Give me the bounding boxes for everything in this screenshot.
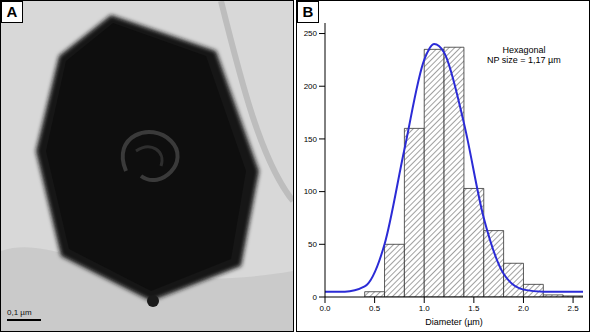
svg-text:1.0: 1.0 <box>419 304 431 313</box>
svg-text:Diameter (µm): Diameter (µm) <box>425 317 483 327</box>
html-text:B: B <box>302 3 314 20</box>
svg-text:2.5: 2.5 <box>568 304 580 313</box>
html-text:NP size = 1,17 µm: NP size = 1,17 µm <box>487 55 561 65</box>
svg-text:250: 250 <box>304 29 318 38</box>
svg-text:150: 150 <box>304 135 318 144</box>
html-text:A: A <box>6 3 18 20</box>
svg-text:1.5: 1.5 <box>468 304 480 313</box>
svg-text:200: 200 <box>304 82 318 91</box>
svg-text:0.0: 0.0 <box>319 304 331 313</box>
svg-text:100: 100 <box>304 187 318 196</box>
svg-text:2.0: 2.0 <box>518 304 530 313</box>
svg-text:0.5: 0.5 <box>369 304 381 313</box>
svg-text:0: 0 <box>313 293 318 302</box>
svg-text:50: 50 <box>308 240 317 249</box>
html-text:Hexagonal: Hexagonal <box>502 45 546 55</box>
html-text:0,1 µm: 0,1 µm <box>7 308 32 317</box>
